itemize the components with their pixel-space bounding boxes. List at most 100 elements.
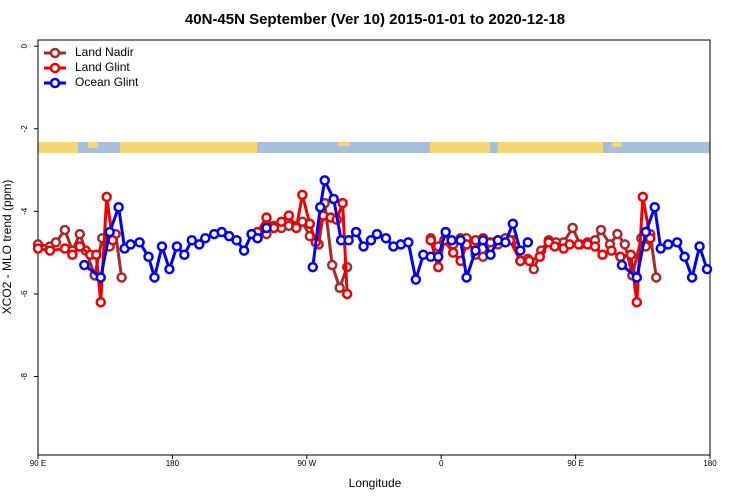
data-point — [307, 261, 319, 273]
y-tick-label: -6 — [20, 290, 29, 298]
y-tick-label: 0 — [20, 43, 29, 48]
data-point — [606, 245, 617, 256]
data-point — [134, 237, 145, 248]
data-point — [261, 212, 272, 223]
data-point — [79, 259, 90, 271]
data-point — [334, 282, 345, 294]
data-point — [32, 243, 44, 254]
data-point — [95, 272, 106, 283]
y-tick-label: -2 — [20, 125, 29, 133]
data-point — [425, 235, 436, 246]
data-point — [440, 226, 451, 238]
data-point — [534, 251, 546, 263]
data-point — [485, 249, 496, 260]
data-point — [679, 251, 690, 263]
data-point — [74, 241, 86, 252]
y-axis-label: XCO2 - MLO trend (ppm) — [0, 180, 14, 315]
legend-label: Ocean Glint — [75, 75, 139, 89]
data-point — [59, 243, 71, 254]
data-point — [461, 272, 472, 283]
x-tick-label: 90 E — [30, 459, 46, 468]
data-point — [44, 245, 56, 256]
y-tick-label: -8 — [20, 372, 29, 380]
data-point — [432, 261, 444, 273]
data-point — [522, 237, 534, 248]
data-point — [113, 201, 124, 213]
data-point — [156, 241, 168, 252]
legend-marker — [49, 47, 61, 59]
data-point — [337, 197, 348, 209]
data-point — [410, 274, 422, 285]
data-point — [283, 210, 295, 221]
data-point — [149, 272, 160, 283]
data-point — [291, 222, 302, 234]
data-point — [326, 259, 338, 271]
data-point — [67, 249, 78, 260]
data-point — [625, 249, 637, 260]
x-tick-label: 0 — [439, 459, 444, 468]
data-point — [116, 272, 127, 283]
x-tick-label: 180 — [166, 459, 180, 468]
data-point — [671, 237, 683, 248]
data-point — [179, 249, 190, 260]
data-point — [528, 263, 540, 275]
y-tick-label: -4 — [20, 207, 29, 215]
data-point — [104, 226, 115, 238]
data-point — [95, 296, 106, 308]
data-point — [171, 241, 183, 252]
data-point — [74, 228, 86, 240]
x-tick-label: 90 E — [567, 459, 583, 468]
data-point — [650, 272, 662, 283]
data-point — [200, 232, 211, 244]
data-point — [631, 296, 643, 308]
data-point — [101, 191, 112, 203]
data-point — [500, 237, 511, 248]
data-point — [358, 241, 369, 252]
data-point — [662, 239, 674, 250]
x-axis-label: Longitude — [349, 476, 402, 490]
data-point — [223, 230, 235, 242]
data-point — [403, 237, 414, 248]
data-point — [619, 239, 631, 250]
data-point — [186, 235, 198, 246]
data-point — [597, 249, 608, 260]
data-point — [319, 175, 330, 186]
data-point — [640, 226, 652, 238]
data-point — [125, 239, 136, 250]
data-point — [470, 245, 481, 256]
data-point — [238, 245, 250, 256]
data-point — [314, 201, 326, 213]
legend-marker — [49, 62, 61, 74]
data-point — [637, 191, 649, 203]
data-point — [432, 251, 444, 263]
data-point — [701, 263, 713, 275]
data-point — [447, 247, 459, 258]
data-point — [615, 251, 626, 263]
data-point — [477, 235, 489, 246]
data-point — [655, 243, 666, 254]
data-point — [612, 228, 623, 240]
data-point — [365, 235, 377, 246]
x-tick-label: 180 — [703, 459, 717, 468]
data-point — [455, 235, 466, 246]
data-point — [564, 239, 575, 250]
legend-marker — [49, 77, 61, 89]
data-point — [549, 241, 560, 252]
data-point — [515, 255, 526, 267]
data-point — [59, 224, 71, 236]
chart-title: 40N-45N September (Ver 10) 2015-01-01 to… — [185, 11, 565, 28]
data-point — [350, 226, 362, 238]
data-point — [304, 218, 316, 230]
data-point — [649, 201, 660, 213]
legend-label: Land Glint — [75, 60, 130, 74]
data-point — [216, 226, 227, 238]
data-point — [507, 218, 519, 230]
data-point — [515, 245, 526, 256]
data-point — [194, 239, 205, 250]
data-point — [252, 232, 263, 244]
data-point — [143, 251, 154, 263]
series-line — [83, 175, 709, 284]
data-point — [631, 272, 643, 283]
data-point — [567, 222, 578, 234]
